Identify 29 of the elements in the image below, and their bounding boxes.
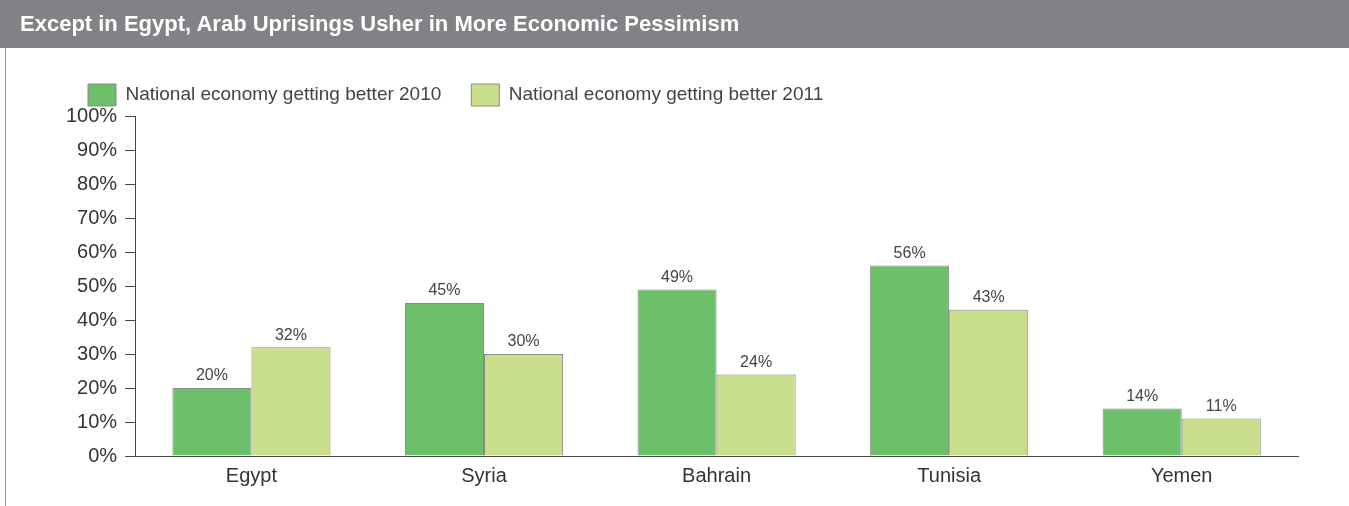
chart-title: Except in Egypt, Arab Uprisings Usher in More Economic Pessimism (0, 0, 1349, 48)
x-tick-label: Tunisia (917, 463, 982, 486)
y-tick-label: 40% (77, 307, 118, 330)
data-label: 43% (972, 288, 1005, 306)
y-tick-label: 10% (77, 409, 118, 432)
x-tick-label: Syria (461, 463, 508, 486)
y-tick-label: 50% (77, 273, 118, 296)
data-label: 45% (428, 281, 461, 299)
y-tick-label: 20% (77, 375, 118, 398)
y-tick-label: 70% (77, 205, 118, 228)
data-label: 24% (740, 352, 773, 370)
data-label: 11% (1205, 397, 1237, 415)
x-tick-label: Yemen (1150, 463, 1213, 486)
data-label: 20% (195, 366, 228, 384)
y-tick-label: 90% (77, 137, 118, 160)
y-tick-label: 0% (88, 443, 118, 466)
x-tick-label: Egypt (225, 463, 278, 486)
data-label: 30% (507, 332, 540, 350)
y-tick-label: 80% (77, 171, 118, 194)
x-tick-label: Bahrain (682, 463, 752, 486)
legend-label: National economy getting better 2011 (508, 83, 824, 105)
y-tick-label: 60% (77, 239, 118, 262)
data-label: 14% (1126, 386, 1159, 404)
data-label: 56% (893, 244, 926, 262)
data-label: 32% (274, 325, 307, 343)
data-label: 49% (661, 267, 694, 285)
y-tick-label: 100% (66, 103, 118, 126)
legend-label: National economy getting better 2010 (125, 83, 442, 105)
y-tick-label: 30% (77, 341, 118, 364)
